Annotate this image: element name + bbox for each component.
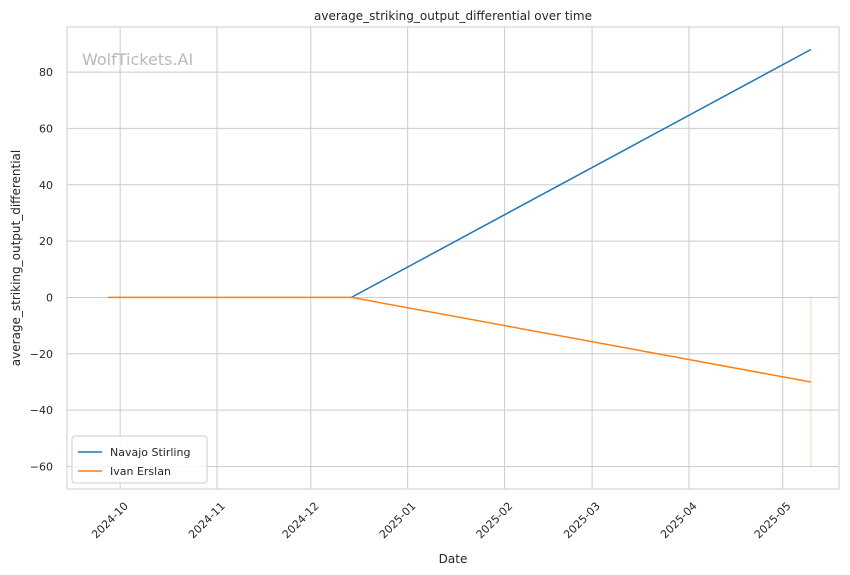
legend-box — [71, 435, 208, 484]
series-line-1 — [107, 296, 812, 383]
watermark: WolfTickets.AI — [82, 50, 193, 69]
y-tick-label: 0 — [46, 291, 53, 304]
y-tick-label: −60 — [30, 460, 53, 473]
y-tick-label: 60 — [39, 122, 53, 135]
y-tick-label: 80 — [39, 66, 53, 79]
legend-label: Ivan Erslan — [110, 465, 171, 478]
y-axis-label: average_striking_output_differential — [9, 150, 23, 366]
plot-frame — [66, 26, 840, 490]
y-tick-label: 40 — [39, 179, 53, 192]
chart-title: average_striking_output_differential ove… — [314, 9, 592, 23]
y-tick-labels: −60 −40 −20 0 20 40 60 80 — [30, 66, 53, 473]
series-line-0 — [351, 48, 812, 299]
y-tick-label: 20 — [39, 235, 53, 248]
legend: Navajo Stirling Ivan Erslan — [71, 435, 208, 484]
legend-label: Navajo Stirling — [110, 446, 190, 459]
y-tick-label: −40 — [30, 404, 53, 417]
x-axis-label: Date — [439, 552, 468, 566]
y-tick-label: −20 — [30, 348, 53, 361]
series-lines — [107, 48, 812, 383]
